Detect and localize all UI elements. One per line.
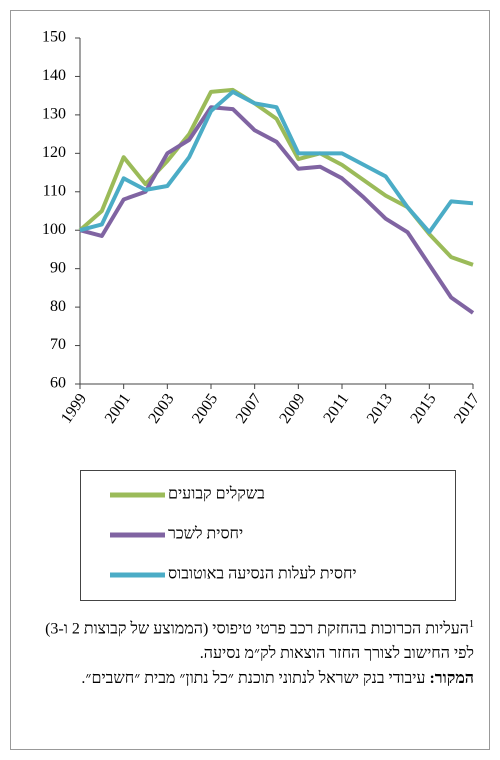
x-tick-label: 2001 [102,391,134,427]
x-tick-label: 2015 [407,391,439,427]
x-tick-label: 2003 [145,391,177,427]
footnote-marker: 1 [469,619,474,630]
legend-box [80,470,456,601]
legend-label: בשקלים קבועים [168,485,265,503]
x-tick-label: 2007 [233,391,265,427]
legend-label: יחסית לשכר [168,525,243,543]
x-tick-label: 1999 [58,391,90,427]
y-tick-label: 90 [50,259,66,276]
y-tick-label: 100 [42,221,66,238]
y-tick-label: 130 [42,106,66,123]
frame [10,10,490,750]
x-tick-label: 2009 [276,391,308,427]
y-tick-label: 60 [50,375,66,392]
source: עיבודי בנק ישראל לנתוני תוכנת ״כל נתון״ … [81,670,426,688]
x-tick-label: 2017 [451,391,483,427]
source-label: המקור: [429,670,474,688]
y-tick-label: 80 [50,298,66,315]
footnote: העליות הכרוכות בהחזקת רכב פרטי טיפוסי (ה… [45,620,474,663]
y-tick-label: 140 [42,67,66,84]
y-tick-label: 70 [50,336,66,353]
x-tick-label: 2005 [189,391,221,427]
legend-label: יחסית לעלות הנסיעה באוטובוס [168,565,357,583]
x-tick-label: 2011 [320,391,352,426]
footnote-block: 1העליות הכרוכות בהחזקת רכב פרטי טיפוסי (… [22,612,474,666]
notes: 1העליות הכרוכות בהחזקת רכב פרטי טיפוסי (… [22,612,474,691]
line [79,89,474,235]
y-tick-label: 120 [42,144,66,161]
y-tick-label: 110 [43,182,66,199]
x-tick-label: 2013 [364,391,396,427]
source-block: המקור: עיבודי בנק ישראל לנתוני תוכנת ״כל… [22,666,474,691]
y-tick-label: 150 [42,29,66,46]
line [79,105,475,315]
